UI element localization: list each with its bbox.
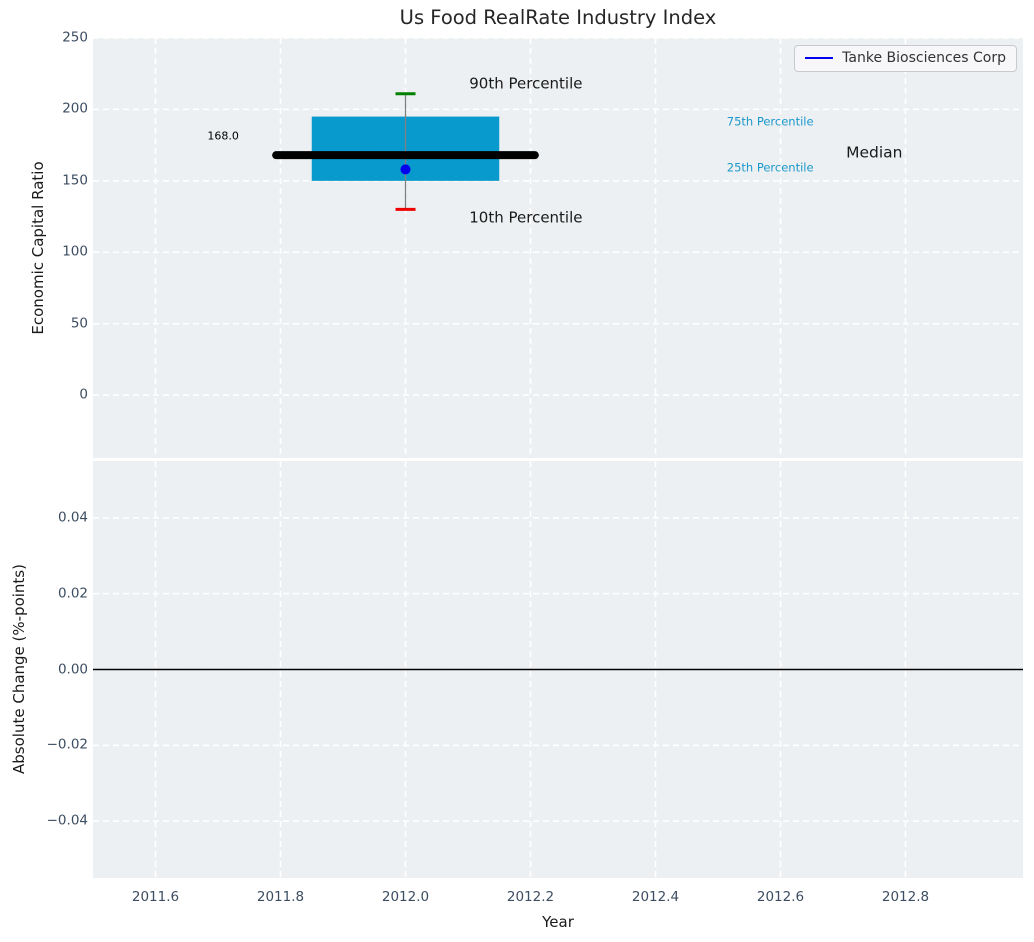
x-tick-label: 2012.2 xyxy=(506,889,555,905)
y-tick-label: 0.04 xyxy=(57,509,88,526)
y-tick-label: 50 xyxy=(70,314,88,331)
annotation-90th-percentile: 90th Percentile xyxy=(469,74,583,93)
legend: Tanke Biosciences Corp xyxy=(794,45,1017,72)
annotation-median-value: 168.0 xyxy=(207,129,239,143)
legend-line-icon xyxy=(805,57,834,59)
y-tick-label: 200 xyxy=(62,100,88,117)
legend-label: Tanke Biosciences Corp xyxy=(842,50,1006,66)
y-tick-label: 0.02 xyxy=(57,584,88,601)
y-tick-label: 0.00 xyxy=(57,660,88,677)
x-tick-label: 2012.0 xyxy=(381,889,430,905)
x-tick-label: 2011.8 xyxy=(256,889,305,905)
x-tick-label: 2011.6 xyxy=(131,889,180,905)
y-tick-label: 250 xyxy=(62,29,88,46)
annotation-75th-percentile: 75th Percentile xyxy=(726,114,814,129)
y-tick-label: −0.04 xyxy=(46,812,88,829)
x-tick-label: 2012.6 xyxy=(756,889,805,905)
box-plot-canvas xyxy=(93,38,1023,458)
axes-top-economic-capital-ratio: Tanke Biosciences Corp xyxy=(93,38,1023,458)
x-tick-label: 2012.8 xyxy=(881,889,930,905)
x-axis-label-year: Year xyxy=(542,913,574,931)
x-tick-label: 2012.4 xyxy=(631,889,680,905)
company-value-dot xyxy=(400,164,411,175)
chart-title: Us Food RealRate Industry Index xyxy=(399,6,717,29)
y-tick-label: 150 xyxy=(62,172,88,189)
y-tick-label: −0.02 xyxy=(46,736,88,753)
axes-bottom-absolute-change xyxy=(93,461,1023,878)
annotation-10th-percentile: 10th Percentile xyxy=(469,208,583,227)
change-plot-canvas xyxy=(93,461,1023,878)
y-tick-label: 100 xyxy=(62,243,88,260)
y-tick-label: 0 xyxy=(79,386,88,403)
annotation-25th-percentile: 25th Percentile xyxy=(726,160,814,175)
annotation-median-label: Median xyxy=(846,143,903,162)
